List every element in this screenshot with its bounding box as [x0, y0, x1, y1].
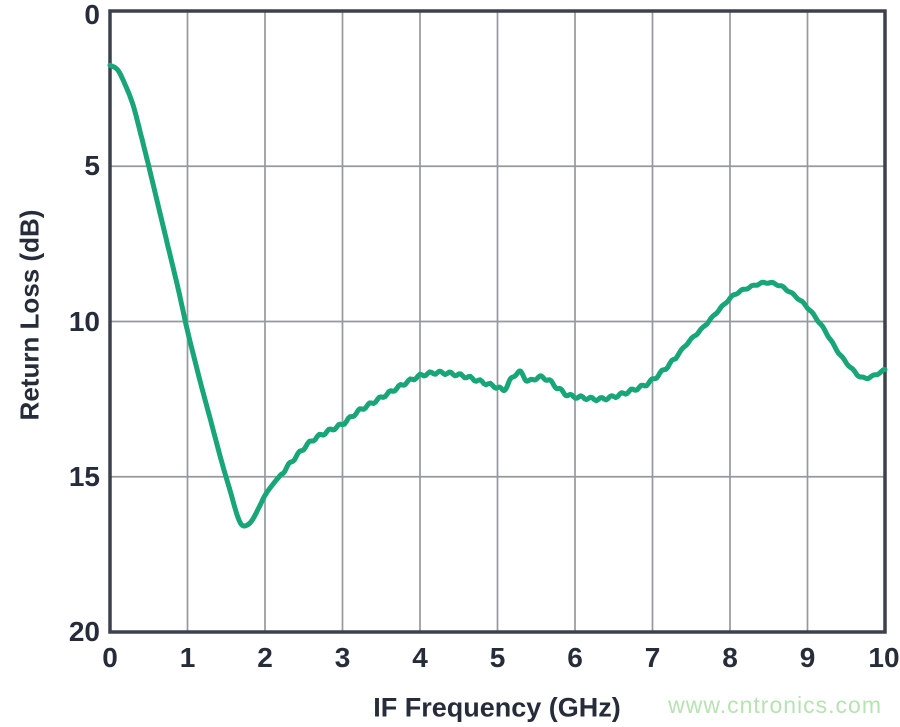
y-tick-label: 15 — [68, 460, 100, 492]
x-tick-label: 2 — [257, 642, 273, 673]
return-loss-curve — [107, 62, 888, 529]
y-axis-title: Return Loss (dB) — [14, 209, 45, 421]
x-tick-label: 9 — [799, 642, 816, 673]
x-tick-label: 7 — [644, 642, 661, 673]
x-tick-label: 5 — [489, 642, 506, 673]
x-tick-label: 4 — [412, 642, 428, 673]
y-tick-label: 0 — [84, 0, 100, 30]
x-tick-label: 1 — [179, 642, 196, 673]
x-tick-label: 0 — [102, 642, 118, 673]
x-tick-label: 3 — [334, 642, 351, 673]
y-tick-label: 5 — [84, 150, 100, 182]
y-tick-label: 10 — [68, 305, 100, 337]
y-tick-label: 20 — [68, 616, 100, 647]
x-axis-title: IF Frequency (GHz) — [373, 692, 621, 723]
watermark-link[interactable]: www.cntronics.com — [668, 692, 882, 718]
plot-border — [108, 9, 887, 634]
x-tick-label: 8 — [722, 642, 738, 673]
x-tick-label: 6 — [567, 642, 583, 673]
x-tick-label: 10 — [868, 642, 900, 673]
